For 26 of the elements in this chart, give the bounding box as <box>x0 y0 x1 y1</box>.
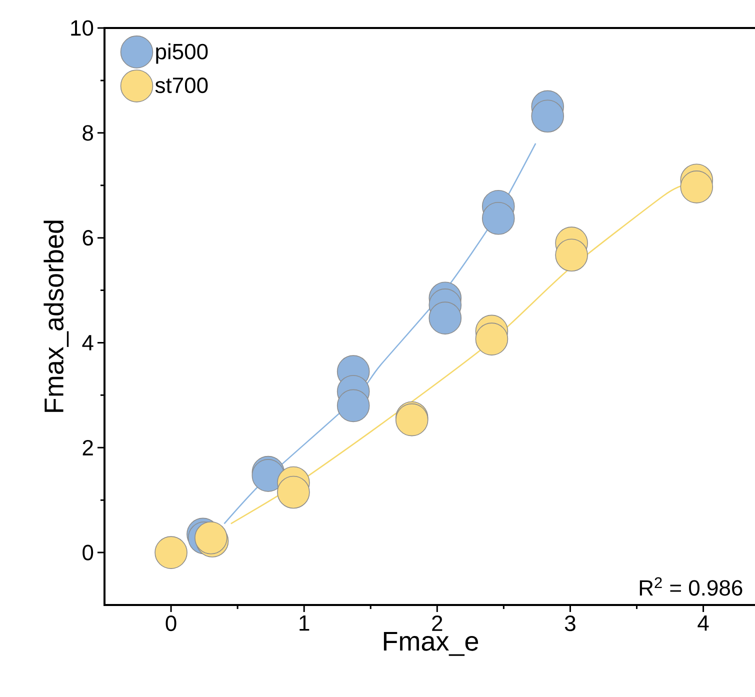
point <box>252 459 285 492</box>
y-tick-label: 8 <box>82 125 94 141</box>
x-tick-label: 3 <box>564 616 576 632</box>
point <box>531 100 564 133</box>
x-tick-label: 2 <box>432 616 442 631</box>
x-tick-label: 1 <box>300 616 310 631</box>
point <box>154 536 188 569</box>
y-tick-label: 0 <box>82 544 94 560</box>
x-tick-label: 4 <box>698 616 709 631</box>
point <box>555 238 588 272</box>
point <box>482 202 515 235</box>
y-axis-title: Fmax_adsorbed <box>44 220 69 412</box>
y-tick-label: 4 <box>82 335 94 350</box>
y-tick-label: 2 <box>82 440 93 456</box>
legend-label: pi500 <box>156 43 208 64</box>
y-tick-label: 10 <box>71 20 94 36</box>
point <box>680 170 714 204</box>
x-tick-label: 0 <box>166 616 176 632</box>
point <box>336 389 370 422</box>
y-tick-label: 6 <box>82 230 94 246</box>
x-axis-title: Fmax_e <box>384 632 478 656</box>
point <box>428 302 462 334</box>
annotation: R$^{2}$ = 0.986 <box>640 577 742 596</box>
legend-label: st700 <box>155 78 208 94</box>
point <box>277 476 310 509</box>
point <box>475 322 508 356</box>
